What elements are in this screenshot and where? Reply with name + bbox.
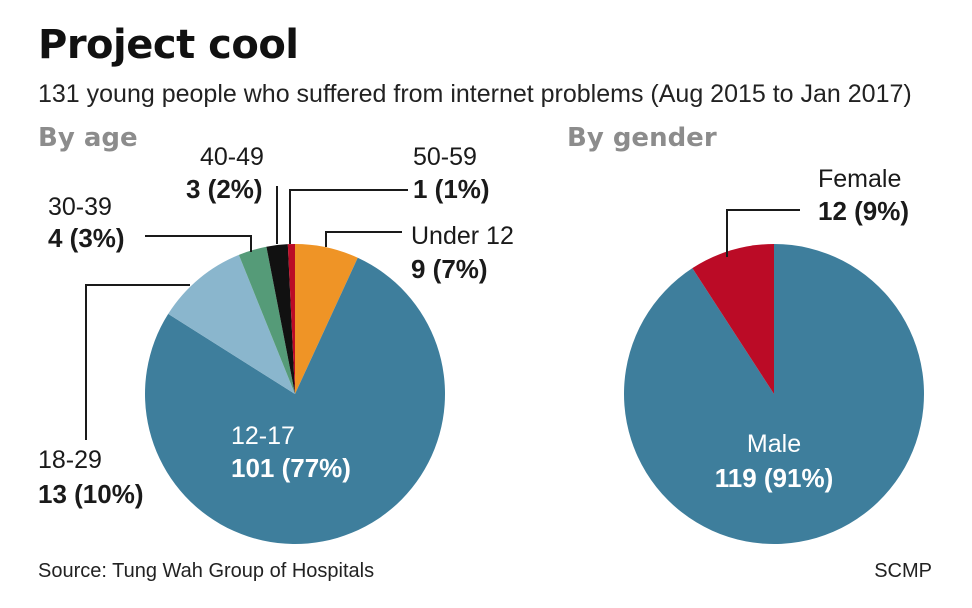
label-female: Female [818,165,901,193]
value-male: 119 (91%) [715,463,834,493]
by-age-label: By age [38,123,138,153]
leader-30-39 [145,235,252,252]
value-under-12: 9 (7%) [411,254,488,284]
label-30-39: 30-39 [48,193,112,221]
value-30-39: 4 (3%) [48,223,125,253]
value-18-29: 13 (10%) [38,479,144,509]
age-pie-slice-40-49 [266,244,295,394]
value-12-17: 101 (77%) [231,453,351,483]
label-40-49: 40-49 [200,143,264,171]
age-pie-slice-30-39 [238,246,295,394]
value-female: 12 (9%) [818,196,909,226]
value-40-49: 3 (2%) [186,174,263,204]
label-18-29: 18-29 [38,446,102,474]
value-50-59: 1 (1%) [413,174,490,204]
leader-under-12 [325,231,402,247]
leader-50-59 [289,189,408,244]
source-note: Source: Tung Wah Group of Hospitals [38,560,375,582]
credit-note: SCMP [874,560,932,582]
gender-pie-slice-female [692,244,774,394]
age-pie-slice-18-29 [168,254,295,394]
age-pie-slice-under-12 [295,244,358,394]
label-12-17: 12-17 [231,422,295,450]
leader-18-29 [85,284,190,440]
age-pie-slice-12-17 [145,257,446,545]
by-gender-label: By gender [567,123,717,153]
label-under-12: Under 12 [411,222,514,250]
label-50-59: 50-59 [413,143,477,171]
gender-pie-slice-male [624,244,925,545]
label-male: Male [747,430,801,458]
page-subtitle: 131 young people who suffered from inter… [38,80,912,108]
age-pie-slice-50-59 [287,244,295,394]
page-title: Project cool [38,22,299,68]
leader-female [726,209,800,257]
